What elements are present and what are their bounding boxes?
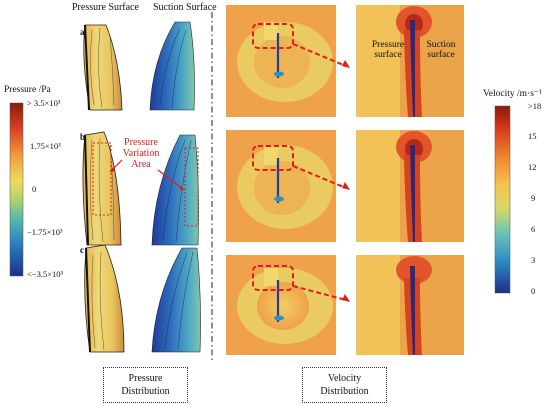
suction-surface-blade-b — [151, 134, 199, 246]
pressure-tick: −1.75×10³ — [27, 227, 63, 237]
zoom-pressure-surface-label: Pressure surface — [371, 40, 405, 60]
velocity-tick: >18 — [528, 101, 542, 111]
pressure-colorbar — [9, 102, 24, 277]
pressure-surface-blade-c — [84, 244, 125, 353]
velocity-zoom-a — [356, 5, 464, 117]
velocity-tick: 6 — [531, 224, 536, 234]
pressure-tick: > 3.5×10³ — [27, 98, 61, 108]
pressure-surface-blade-a — [83, 24, 123, 111]
velocity-zoom-c — [356, 255, 464, 355]
velocity-tick: 15 — [528, 131, 537, 141]
annotation-arrowhead-left — [110, 167, 115, 172]
velocity-colorbar-title: Velocity /m·s⁻¹ — [483, 89, 542, 99]
suction-surface-blade-c — [151, 247, 201, 353]
velocity-tick: 12 — [528, 162, 537, 172]
zoom-indicators — [252, 23, 350, 302]
pressure-variation-box-suction-side — [184, 147, 199, 227]
velocity-tick: 3 — [531, 255, 536, 265]
velocity-field-c — [226, 255, 336, 355]
velocity-field-b — [226, 130, 336, 242]
pressure-variation-label: Pressure Variation Area — [122, 137, 160, 170]
annotation-arrowhead-right — [179, 185, 184, 190]
velocity-field-a — [226, 5, 336, 117]
row-label-c: c — [80, 245, 84, 255]
pressure-tick: 1.75×10³ — [30, 141, 61, 151]
velocity-tick: 0 — [531, 286, 536, 296]
velocity-tick: 9 — [531, 193, 536, 203]
pressure-tick: 0 — [32, 184, 37, 194]
pressure-colorbar-title: Pressure /Pa — [4, 85, 51, 95]
annotation-arrow-right — [157, 169, 185, 191]
pressure-surface-blade-b — [82, 131, 122, 246]
velocity-zoom-b — [356, 130, 464, 242]
velocity-distribution-caption: Velocity Distribution — [302, 367, 387, 403]
velocity-colorbar — [494, 105, 511, 294]
pressure-distribution-caption: Pressure Distribution — [103, 367, 188, 403]
suction-surface-blade-a — [149, 21, 195, 111]
row-label-a: a — [80, 27, 85, 37]
suction-surface-header: Suction Surface — [153, 2, 217, 13]
pressure-variation-box-pressure-side — [92, 142, 112, 216]
zoom-suction-surface-label: Suction surface — [426, 40, 456, 60]
pressure-tick: <−3.5×10³ — [27, 269, 64, 279]
pressure-surface-header: Pressure Surface — [72, 2, 139, 13]
row-label-b: b — [80, 132, 86, 142]
